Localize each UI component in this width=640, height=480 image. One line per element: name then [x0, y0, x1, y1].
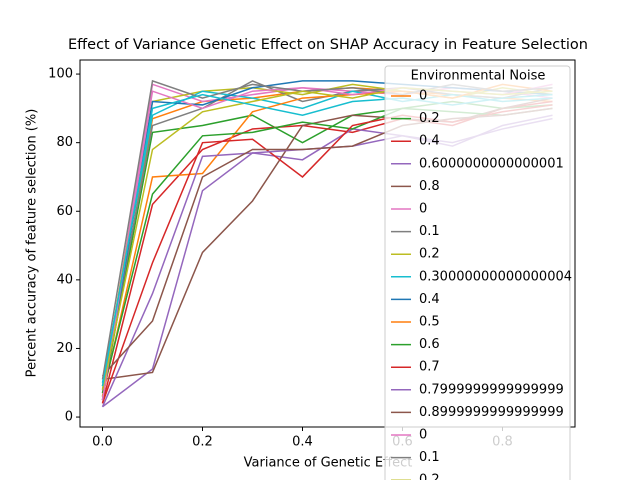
plot-frame — [79, 59, 576, 428]
legend-label: 0.2 — [419, 473, 440, 480]
legend-label: 0.5 — [419, 315, 440, 330]
chart-title: Effect of Variance Genetic Effect on SHA… — [68, 37, 588, 53]
legend-label: 0.4 — [419, 292, 440, 307]
x-tick-label: 0.0 — [92, 435, 113, 450]
legend-label: 0 — [419, 202, 427, 217]
y-tick-label: 60 — [56, 204, 73, 219]
legend-label: 0.6000000000000001 — [419, 156, 564, 171]
legend-label: 0.8999999999999999 — [419, 405, 564, 420]
y-tick-label: 0 — [65, 410, 73, 425]
legend-label: 0.7 — [419, 360, 440, 375]
legend-label: 0 — [419, 89, 427, 104]
y-tick-label: 40 — [56, 272, 73, 287]
x-tick-label: 0.4 — [292, 435, 313, 450]
legend-label: 0.1 — [419, 224, 440, 239]
legend-label: 0.1 — [419, 450, 440, 465]
legend-label: 0.2 — [419, 111, 440, 126]
y-tick-label: 100 — [48, 67, 73, 82]
legend-box — [384, 65, 571, 480]
legend-label: 0.4 — [419, 134, 440, 149]
legend-label: 0.7999999999999999 — [419, 382, 564, 397]
legend-label: 0 — [419, 428, 427, 443]
y-tick-label: 80 — [56, 135, 73, 150]
legend-label: 0.2 — [419, 247, 440, 262]
legend-label: 0.6 — [419, 337, 440, 352]
x-tick-label: 0.2 — [192, 435, 213, 450]
y-tick-label: 20 — [56, 341, 73, 356]
legend-title: Environmental Noise — [411, 69, 546, 84]
legend-label: 0.8 — [419, 179, 440, 194]
x-axis-label: Variance of Genetic Effect — [244, 456, 413, 471]
y-axis-label: Percent accuracy of feature selection (%… — [25, 109, 40, 378]
legend-label: 0.30000000000000004 — [419, 269, 572, 284]
